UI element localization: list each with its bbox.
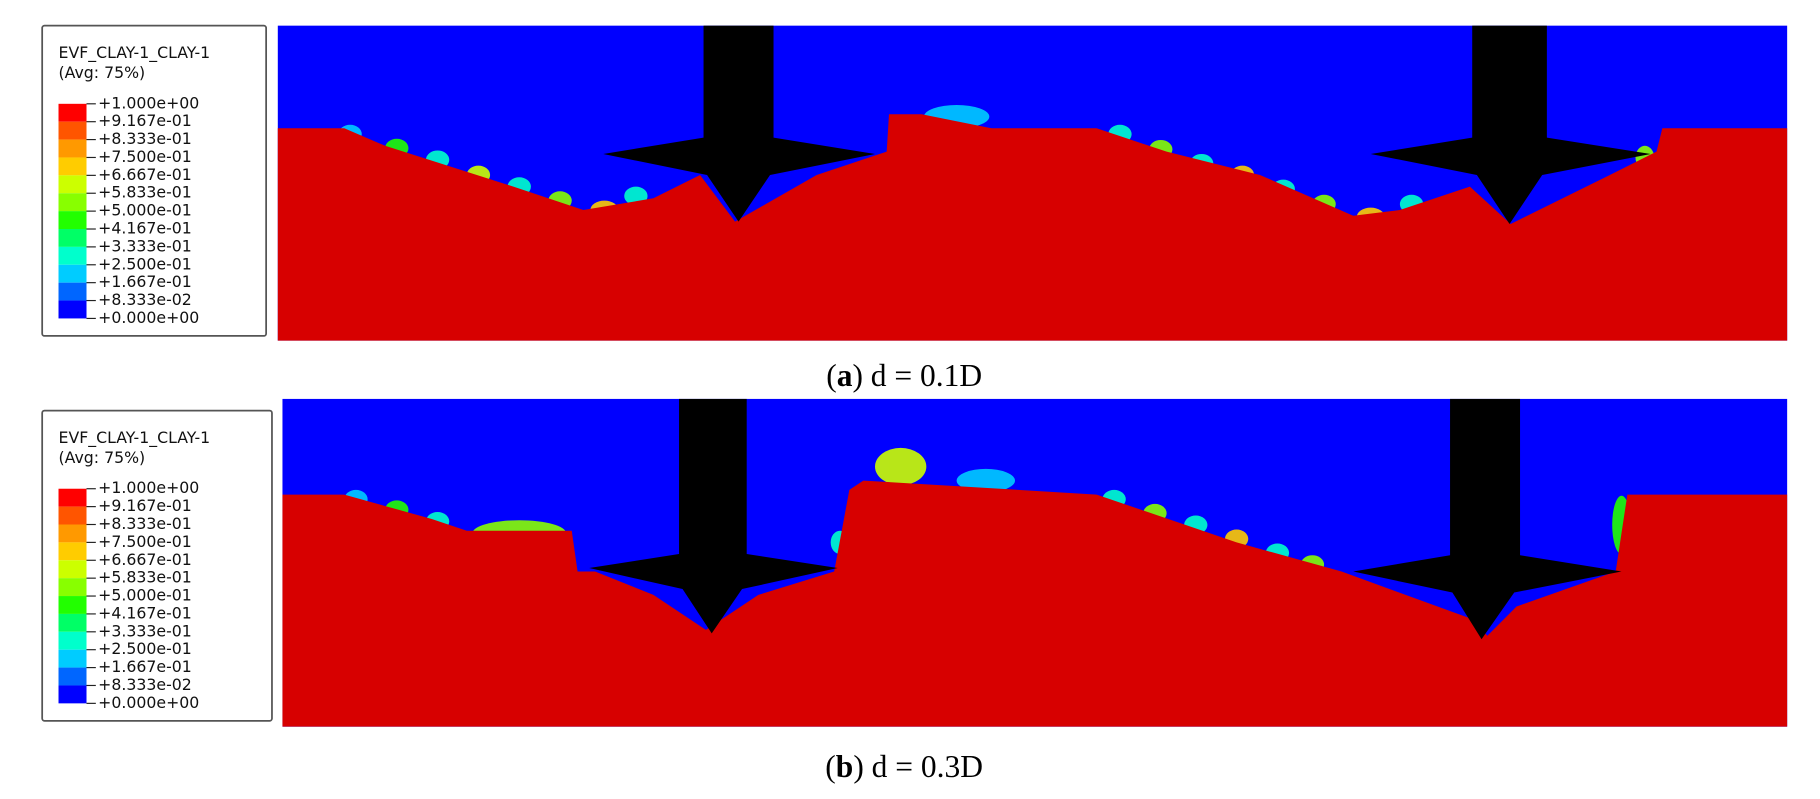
clay-region [282,480,1788,727]
legend-subtitle: (Avg: 75%) [59,63,146,82]
caption-letter: b [836,749,854,784]
colorbar-segment [58,229,87,247]
caption-open: ( [826,358,837,393]
legend-label: +8.333e-01 [98,129,192,148]
legend-label: +5.833e-01 [98,568,192,587]
caption: (b) d = 0.3D [825,749,983,784]
legend-label: +3.333e-01 [98,236,192,255]
legend-label: +7.500e-01 [98,147,192,166]
colorbar-segment [58,649,87,668]
colorbar-segment [58,175,87,194]
colorbar-segment [58,667,87,686]
legend-title: EVF_CLAY-1_CLAY-1 [59,428,211,448]
legend-label: +1.667e-01 [98,657,192,676]
legend-title: EVF_CLAY-1_CLAY-1 [59,43,211,63]
colorbar-segment [58,542,87,561]
anchor-shaft [703,25,774,143]
legend-label: +8.333e-02 [98,290,192,309]
colorbar-segment [58,631,87,650]
colorbar-segment [58,157,87,176]
legend-label: +2.500e-01 [98,254,192,273]
legend-label: +4.167e-01 [98,603,192,622]
legend-label: +8.333e-01 [98,514,192,533]
legend-label: +5.833e-01 [98,183,192,202]
colorbar-segment [58,524,87,543]
colorbar-segment [58,121,87,140]
legend-label: +9.167e-01 [98,496,192,515]
legend-label: +6.667e-01 [98,165,192,184]
colorbar-segment [58,685,87,704]
legend-label: +4.167e-01 [98,219,192,238]
contour-plot-b [282,398,1788,727]
colorbar-segment [58,139,87,158]
caption-open: ( [825,749,836,784]
anchor-fluke [589,554,838,634]
anchor-fluke [603,137,876,222]
colorbar-segment [58,103,87,122]
anchor-shaft [679,398,747,563]
colorbar-segment [58,264,87,283]
anchor-fluke [1353,555,1622,640]
legend-label: +3.333e-01 [98,621,192,640]
legend-label: +2.500e-01 [98,639,192,658]
colorbar-segment [58,578,87,597]
anchor-shaft [1472,25,1547,143]
caption-letter: a [837,358,853,393]
legend-label: +7.500e-01 [98,532,192,551]
colorbar-segment [58,560,87,579]
legend-label: +6.667e-01 [98,550,192,569]
colorbar-segment [58,506,87,525]
legend-label: +9.167e-01 [98,111,192,130]
anchor-shaft [1450,398,1521,563]
colorbar-segment [58,246,87,265]
legend-label: +1.667e-01 [98,272,192,291]
caption-rest: ) d = 0.1D [852,358,982,393]
anchor-fluke [1370,137,1651,224]
colorbar-segment [58,300,87,319]
caption-rest: ) d = 0.3D [853,749,983,784]
clay-region [277,114,1788,341]
contour-plot-a [277,25,1788,341]
legend-box [41,409,273,722]
legend-label: +5.000e-01 [98,586,192,605]
legend-subtitle: (Avg: 75%) [59,448,146,467]
colorbar-segment [58,488,87,507]
legend-label: +0.000e+00 [98,308,199,327]
legend-label: +0.000e+00 [98,693,199,712]
legend-label: +5.000e-01 [98,201,192,220]
colorbar-segment [58,211,87,230]
colorbar-segment [58,613,87,632]
caption: (a) d = 0.1D [826,358,982,393]
legend-label: +1.000e+00 [98,93,199,112]
legend-label: +8.333e-02 [98,675,192,694]
colorbar-segment [58,193,87,212]
colorbar-segment [58,596,87,614]
colorbar-segment [58,282,87,301]
legend-label: +1.000e+00 [98,478,199,497]
legend-box [41,24,268,337]
